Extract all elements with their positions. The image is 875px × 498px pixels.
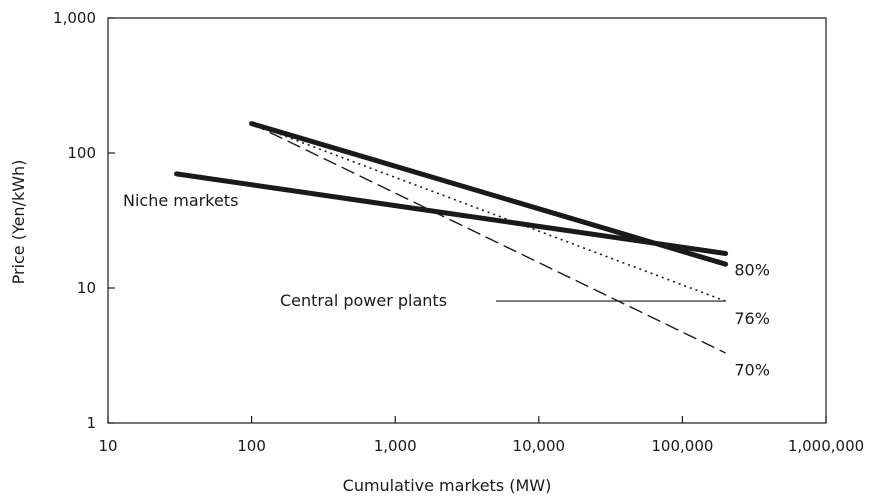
y-tick-label: 10 bbox=[77, 279, 96, 297]
y-axis-title: Price (Yen/kWh) bbox=[9, 160, 28, 285]
annotation-layer: Niche markets 80% 76% 70% Central power plan… bbox=[123, 191, 770, 379]
x-tick-label: 1,000,000 bbox=[788, 437, 864, 455]
annotation-label: 80% bbox=[734, 260, 770, 279]
plot-frame bbox=[107, 17, 827, 424]
annotation-label: 76% bbox=[734, 309, 770, 328]
series-line-2 bbox=[251, 122, 726, 302]
x-tick-label: 1,000 bbox=[374, 437, 417, 455]
x-tick-label: 100,000 bbox=[651, 437, 713, 455]
annotation-label: Central power plants bbox=[280, 291, 447, 310]
series-layer bbox=[174, 121, 729, 354]
annotation-label: Niche markets bbox=[123, 191, 238, 210]
annotation-label: 70% bbox=[734, 360, 770, 379]
x-tick-label: 10 bbox=[98, 437, 117, 455]
y-tick-label: 100 bbox=[67, 144, 96, 162]
x-tick-label: 100 bbox=[237, 437, 266, 455]
x-axis-title: Cumulative markets (MW) bbox=[343, 476, 552, 495]
y-tick-label: 1,000 bbox=[53, 9, 96, 27]
series-line-3 bbox=[251, 122, 726, 354]
axes-layer: 10 100 1,000 10,000 100,000 1,000,0001101001,… bbox=[53, 9, 864, 455]
series-line-4 bbox=[174, 171, 729, 256]
x-tick-label: 10,000 bbox=[513, 437, 566, 455]
y-tick-label: 1 bbox=[86, 414, 96, 432]
